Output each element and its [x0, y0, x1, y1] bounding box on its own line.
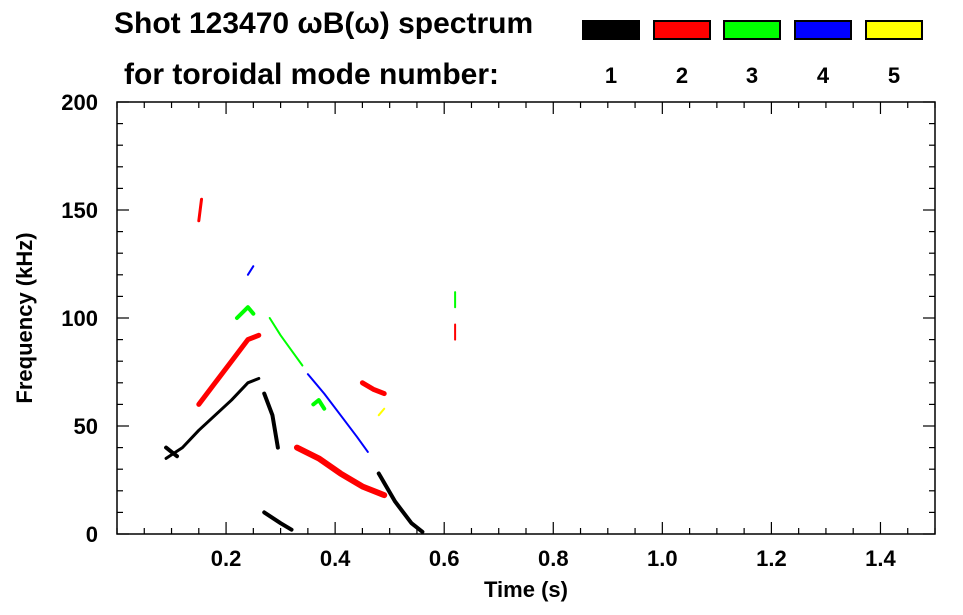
spectral-feature-mode-1 [262, 510, 294, 532]
legend-label-4: 4 [816, 63, 830, 88]
spectral-feature-mode-2 [197, 197, 204, 223]
chart-title: Shot 123470 ωB(ω) spectrum [114, 7, 534, 40]
x-tick-label: 0.6 [429, 546, 460, 571]
data-layer [164, 197, 457, 534]
x-tick-label: 0.2 [211, 546, 242, 571]
chart-subtitle: for toroidal mode number: [124, 58, 499, 91]
legend-label-3: 3 [745, 63, 759, 88]
y-tick-label: 200 [61, 90, 98, 115]
y-tick-label: 150 [61, 198, 98, 223]
spectral-feature-mode-1 [376, 471, 425, 534]
x-tick-label: 1.2 [756, 546, 787, 571]
spectral-feature-mode-2 [359, 380, 387, 397]
spectral-feature-mode-4 [306, 373, 369, 453]
x-tick-label: 1.0 [647, 546, 678, 571]
legend-swatch-2 [653, 20, 711, 40]
tick-labels: 0.2 0.4 0.6 0.8 1.0 1.2 1.4 0 50 100 150 200 [61, 90, 896, 571]
spectral-feature-mode-1 [262, 391, 280, 450]
legend-label-1: 1 [604, 63, 618, 88]
x-tick-label: 1.4 [865, 546, 896, 571]
spectral-feature-mode-1 [164, 376, 261, 460]
y-tick-label: 50 [74, 414, 98, 439]
spectral-feature-mode-3 [268, 317, 304, 367]
spectral-feature-mode-3 [311, 398, 327, 411]
spectral-feature-mode-4 [246, 265, 255, 276]
x-tick-label: 0.8 [538, 546, 569, 571]
x-axis-title: Time (s) [484, 577, 568, 602]
y-tick-label: 0 [86, 522, 98, 547]
legend-swatch-5 [865, 20, 923, 40]
legend-label-5: 5 [887, 63, 901, 88]
y-tick-label: 100 [61, 306, 98, 331]
spectral-feature-mode-3 [234, 305, 256, 320]
spectral-feature-mode-2 [196, 332, 262, 407]
legend-swatch-1 [582, 20, 640, 40]
spectral-feature-mode-5 [377, 407, 386, 417]
axis-ticks [116, 101, 936, 535]
spectral-feature-mode-1 [164, 445, 179, 459]
y-axis-title: Frequency (kHz) [12, 232, 37, 403]
legend-swatch-4 [794, 20, 852, 40]
legend-swatch-3 [723, 20, 781, 40]
x-tick-label: 0.4 [320, 546, 351, 571]
spectral-feature-mode-2 [293, 444, 388, 499]
legend-label-2: 2 [675, 63, 689, 88]
